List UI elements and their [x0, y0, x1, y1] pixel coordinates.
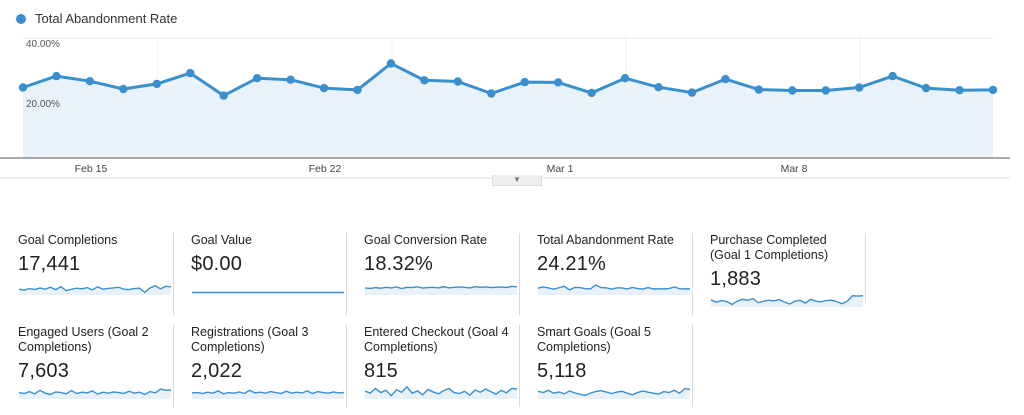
- data-point[interactable]: [520, 77, 529, 87]
- sparkline-line: [537, 284, 690, 291]
- sparkline-area: [192, 390, 344, 399]
- tile-metric-value: 1,883: [710, 268, 762, 290]
- tile-metric-name: Purchase Completed (Goal 1 Completions): [710, 233, 829, 262]
- data-point[interactable]: [420, 76, 429, 85]
- data-point[interactable]: [85, 77, 95, 86]
- scorecard-tile[interactable]: Total Abandonment Rate 24.21%: [536, 233, 693, 315]
- data-point[interactable]: [921, 83, 931, 93]
- data-point[interactable]: [286, 75, 295, 84]
- y-tick-label: 20.00%: [26, 99, 60, 110]
- tile-metric-name: Smart Goals (Goal 5 Completions): [537, 325, 651, 354]
- sparkline-area: [19, 389, 171, 399]
- tile-metric-value: 815: [364, 360, 398, 382]
- legend-label: Total Abandonment Rate: [35, 11, 178, 26]
- data-point[interactable]: [821, 86, 830, 95]
- series-area: [23, 63, 993, 158]
- data-point[interactable]: [487, 89, 496, 98]
- expand-chart-handle[interactable]: ▼: [492, 175, 542, 186]
- series-line: [22, 62, 994, 98]
- scorecard-tile[interactable]: Registrations (Goal 3 Completions) 2,022: [190, 325, 347, 407]
- x-tick-label: Feb 15: [75, 163, 108, 175]
- data-point[interactable]: [319, 83, 329, 93]
- data-point[interactable]: [587, 88, 596, 98]
- sparkline-line: [18, 284, 172, 294]
- data-point[interactable]: [353, 85, 362, 95]
- x-tick-label: Mar 8: [781, 163, 808, 175]
- abandonment-rate-chart: 40.00% 20.00% Feb 15 Feb 22 Mar 1 Mar 8: [0, 34, 1010, 179]
- data-point[interactable]: [687, 88, 697, 97]
- tile-metric-value: $0.00: [191, 253, 243, 275]
- sparkline: [710, 295, 864, 307]
- data-point[interactable]: [754, 85, 764, 94]
- data-point[interactable]: [620, 74, 630, 83]
- data-point[interactable]: [252, 74, 262, 83]
- tile-metric-value: 18.32%: [364, 253, 434, 275]
- scorecard-tile[interactable]: Goal Value $0.00: [190, 233, 347, 315]
- data-point[interactable]: [152, 79, 161, 89]
- sparkline: [364, 385, 518, 399]
- sparkline-line: [191, 389, 345, 395]
- sparkline-area: [19, 285, 171, 295]
- sparkline-line: [364, 385, 518, 397]
- tile-metric-name: Goal Value: [191, 233, 252, 247]
- y-tick-label: 40.00%: [26, 39, 60, 50]
- tile-metric-value: 17,441: [18, 253, 81, 275]
- sparkline: [364, 285, 518, 295]
- sparkline: [18, 388, 172, 399]
- tile-metric-name: Total Abandonment Rate: [537, 233, 674, 247]
- tile-metric-name: Goal Conversion Rate: [364, 233, 487, 247]
- tile-metric-name: Engaged Users (Goal 2 Completions): [18, 325, 149, 354]
- chart-legend[interactable]: Total Abandonment Rate: [16, 11, 177, 26]
- scorecard-tile[interactable]: Smart Goals (Goal 5 Completions) 5,118: [536, 325, 693, 407]
- data-point[interactable]: [855, 83, 864, 92]
- data-point[interactable]: [18, 83, 28, 92]
- scorecard-tile[interactable]: Engaged Users (Goal 2 Completions) 7,603: [17, 325, 174, 407]
- tile-metric-value: 24.21%: [537, 253, 607, 275]
- data-point[interactable]: [721, 74, 730, 84]
- data-point[interactable]: [386, 59, 396, 68]
- tile-metric-value: 2,022: [191, 360, 243, 382]
- data-point[interactable]: [453, 77, 463, 86]
- scorecard-tile[interactable]: Goal Completions 17,441: [17, 233, 174, 315]
- tile-metric-value: 7,603: [18, 360, 70, 382]
- data-point[interactable]: [654, 83, 663, 92]
- tile-metric-name: Entered Checkout (Goal 4 Completions): [364, 325, 509, 354]
- sparkline-area: [538, 388, 690, 399]
- scorecard-tile[interactable]: Purchase Completed (Goal 1 Completions) 1…: [709, 233, 866, 307]
- sparkline-area: [711, 295, 863, 307]
- data-point[interactable]: [888, 71, 897, 81]
- tile-metric-value: 5,118: [537, 360, 587, 382]
- sparkline-line: [364, 285, 518, 290]
- chevron-down-icon: ▼: [513, 175, 521, 184]
- legend-dot-icon: [16, 13, 26, 24]
- data-point[interactable]: [219, 91, 228, 100]
- x-tick-label: Mar 1: [547, 163, 574, 175]
- data-point[interactable]: [186, 68, 195, 78]
- sparkline: [537, 284, 690, 295]
- data-point[interactable]: [52, 71, 61, 81]
- sparkline: [18, 284, 172, 295]
- scorecard-tile[interactable]: Entered Checkout (Goal 4 Completions) 815: [363, 325, 520, 407]
- sparkline-line: [18, 388, 172, 396]
- x-tick-label: Feb 22: [309, 163, 342, 175]
- data-point[interactable]: [955, 86, 964, 95]
- data-point[interactable]: [788, 86, 797, 95]
- scorecard-tile[interactable]: Goal Conversion Rate 18.32%: [363, 233, 520, 315]
- data-point[interactable]: [988, 85, 998, 95]
- sparkline-line: [710, 295, 864, 306]
- data-point[interactable]: [553, 78, 563, 87]
- sparkline: [192, 291, 344, 295]
- sparkline: [191, 389, 345, 399]
- sparkline-line: [537, 387, 691, 397]
- data-point[interactable]: [119, 84, 128, 94]
- tile-metric-name: Registrations (Goal 3 Completions): [191, 325, 309, 354]
- sparkline: [537, 387, 691, 399]
- tile-metric-name: Goal Completions: [18, 233, 118, 247]
